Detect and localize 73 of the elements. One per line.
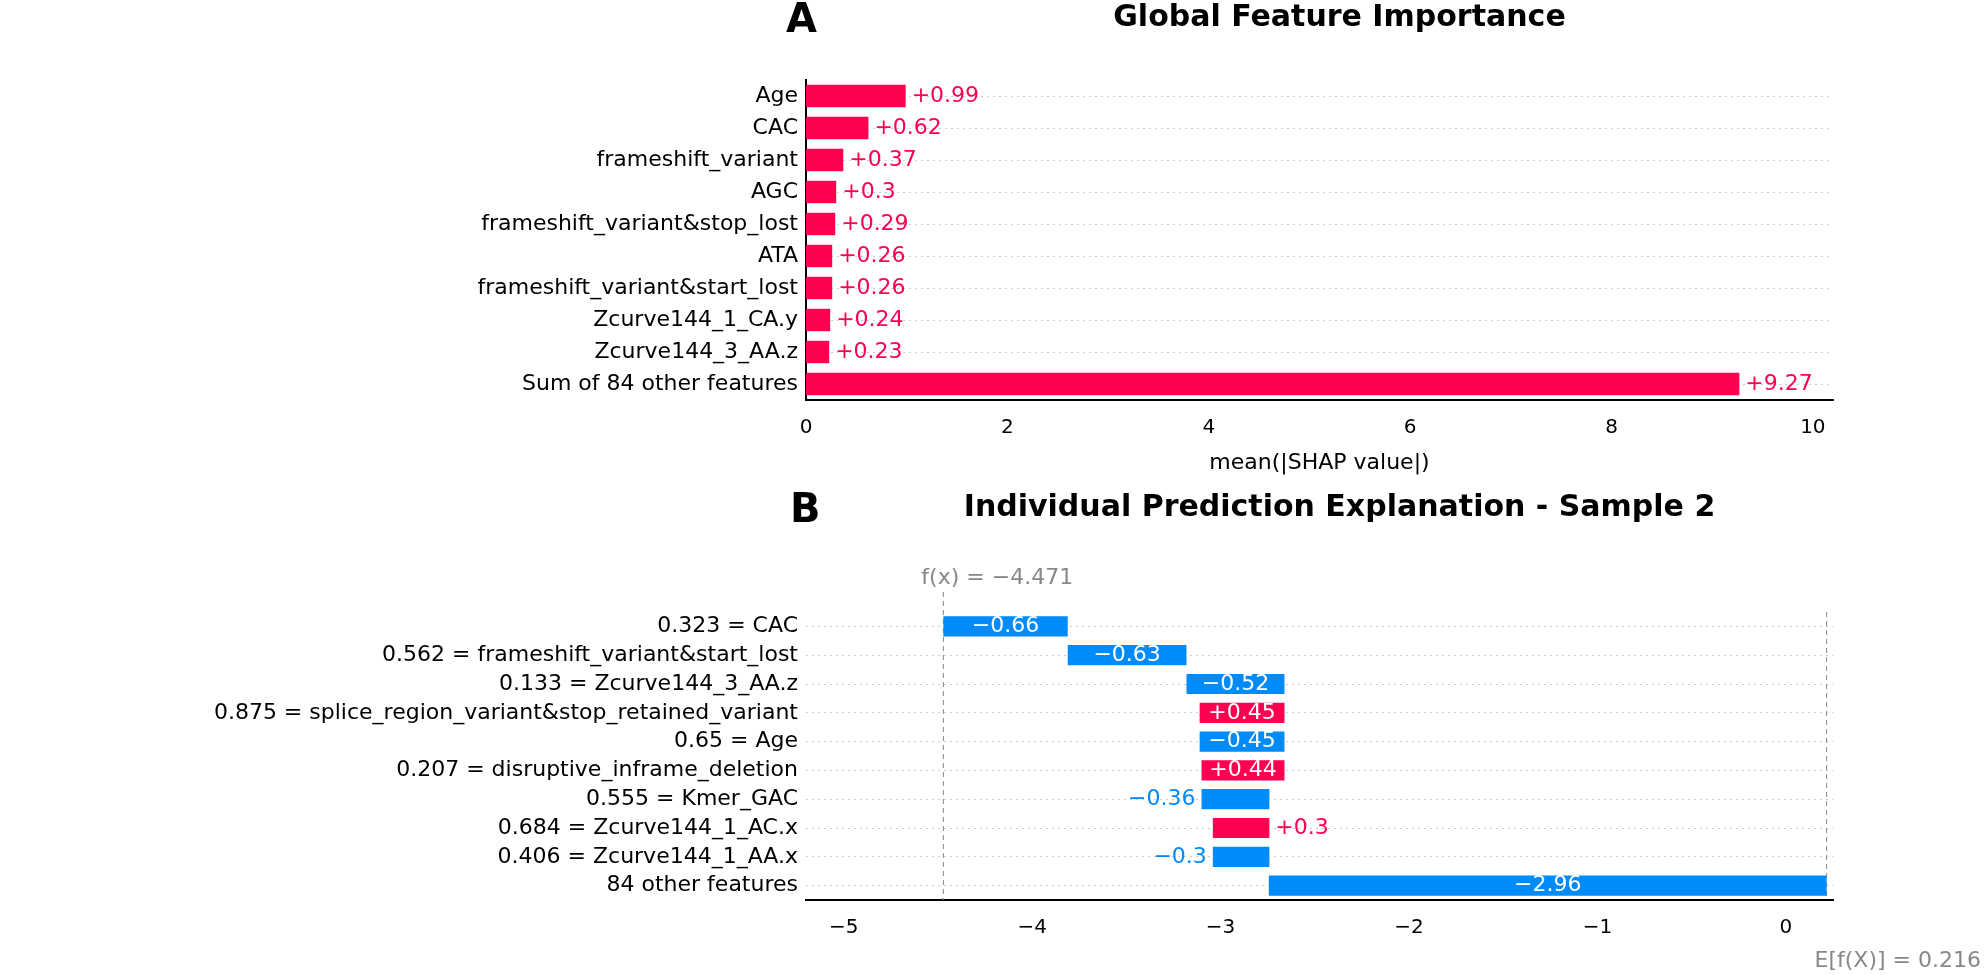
x-tick-label: 4 [1202,414,1216,439]
x-tick-label: 0 [1779,914,1793,939]
bar [1201,789,1270,810]
data-label: −0.63 [1093,640,1161,666]
y-tick-label: AGC [750,177,798,203]
x-axis-title: mean(|SHAP value|) [1209,448,1430,475]
y-tick-label: 0.323 = CAC [657,612,798,638]
bar [806,340,830,364]
bar [806,84,906,108]
x-tick-label: −5 [828,914,859,939]
y-tick-label: 84 other features [606,871,798,897]
text: B [790,485,821,532]
data-label: +0.26 [838,273,906,299]
bar [1212,817,1270,839]
data-label: +0.44 [1209,756,1277,782]
data-label: +0.3 [842,177,896,203]
bar [806,116,869,140]
data-label: −2.96 [1513,871,1582,897]
bar [1268,875,1827,896]
y-tick-label: frameshift_variant&start_lost [477,273,799,300]
text: A [786,0,817,42]
data-label: +0.29 [841,209,909,235]
x-tick-label: −3 [1205,914,1236,939]
y-tick-label: 0.65 = Age [674,727,798,753]
y-tick-label: 0.207 = disruptive_inframe_deletion [396,756,798,783]
x-tick-label: 6 [1403,414,1417,439]
y-tick-label: CAC [752,113,798,139]
y-tick-label: 0.133 = Zcurve144_3_AA.z [499,669,798,696]
chart-title: Global Feature Importance [1113,0,1566,33]
y-tick-label: 0.555 = Kmer_GAC [586,784,798,811]
y-tick-label: frameshift_variant&stop_lost [481,209,799,236]
bar [806,148,844,172]
chart-title: Individual Prediction Explanation - Sample 2 [963,487,1716,523]
y-tick-label: Zcurve144_1_CA.y [593,305,798,332]
y-tick-label: Sum of 84 other features [521,369,798,395]
data-label: +0.3 [1275,813,1329,839]
y-tick-label: Zcurve144_3_AA.z [594,337,798,364]
data-label: +0.37 [849,145,917,171]
bar [806,276,833,300]
x-tick-label: 2 [1001,414,1014,439]
data-label: +0.24 [836,305,904,331]
y-tick-label: 0.684 = Zcurve144_1_AC.x [497,813,798,840]
bar [806,372,1740,396]
data-label: +0.62 [874,113,942,139]
y-tick-label: ATA [757,241,798,267]
y-tick-label: 0.562 = frameshift_variant&start_lost [382,640,799,667]
data-label: −0.3 [1153,842,1207,868]
x-tick-label: 10 [1800,414,1826,439]
x-tick-label: −2 [1394,914,1424,939]
x-tick-label: 8 [1605,414,1618,439]
bar [806,212,836,236]
bar [1212,846,1270,867]
bar [806,180,837,204]
data-label: +0.99 [911,81,980,107]
data-label: +0.23 [835,337,903,363]
data-label: −0.66 [971,612,1040,638]
y-tick-label: 0.406 = Zcurve144_1_AA.x [497,842,798,869]
data-label: −0.45 [1208,727,1276,753]
y-tick-label: frameshift_variant [596,145,799,172]
data-label: +0.45 [1208,698,1276,724]
ref-line-label: f(x) = −4.471 [921,563,1074,589]
x-tick-label: −4 [1017,914,1047,939]
x-tick-label: −1 [1582,914,1613,939]
y-tick-label: Age [755,81,798,107]
data-label: −0.36 [1128,784,1196,810]
bar [806,308,831,332]
ref-line-label: E[f(X)] = 0.216 [1814,946,1981,972]
x-tick-label: 0 [799,414,813,439]
data-label: +0.26 [838,241,906,267]
data-label: −0.52 [1201,669,1270,695]
data-label: +9.27 [1745,369,1813,395]
y-tick-label: 0.875 = splice_region_variant&stop_retained_variant [213,698,799,725]
bar [806,244,833,268]
